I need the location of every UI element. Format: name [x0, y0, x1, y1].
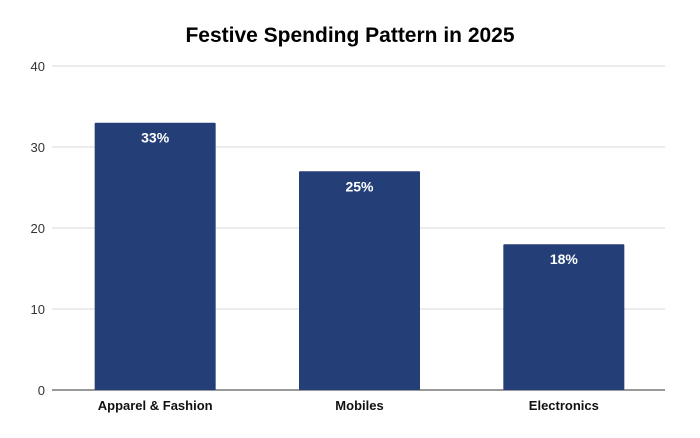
x-tick-label: Mobiles: [335, 398, 383, 413]
y-tick-label: 30: [31, 140, 45, 155]
chart-title: Festive Spending Pattern in 2025: [185, 24, 514, 47]
bar: [503, 244, 625, 390]
y-tick-label: 40: [31, 59, 45, 74]
x-tick-label: Apparel & Fashion: [98, 398, 213, 413]
bar: [94, 122, 216, 390]
y-tick-label: 20: [31, 221, 45, 236]
data-label: 25%: [345, 178, 374, 194]
x-tick-label: Electronics: [529, 398, 599, 413]
data-label: 33%: [141, 130, 170, 146]
y-tick-label: 0: [38, 383, 45, 398]
y-tick-label: 10: [31, 302, 45, 317]
data-label: 18%: [550, 251, 579, 267]
bar: [299, 171, 420, 390]
